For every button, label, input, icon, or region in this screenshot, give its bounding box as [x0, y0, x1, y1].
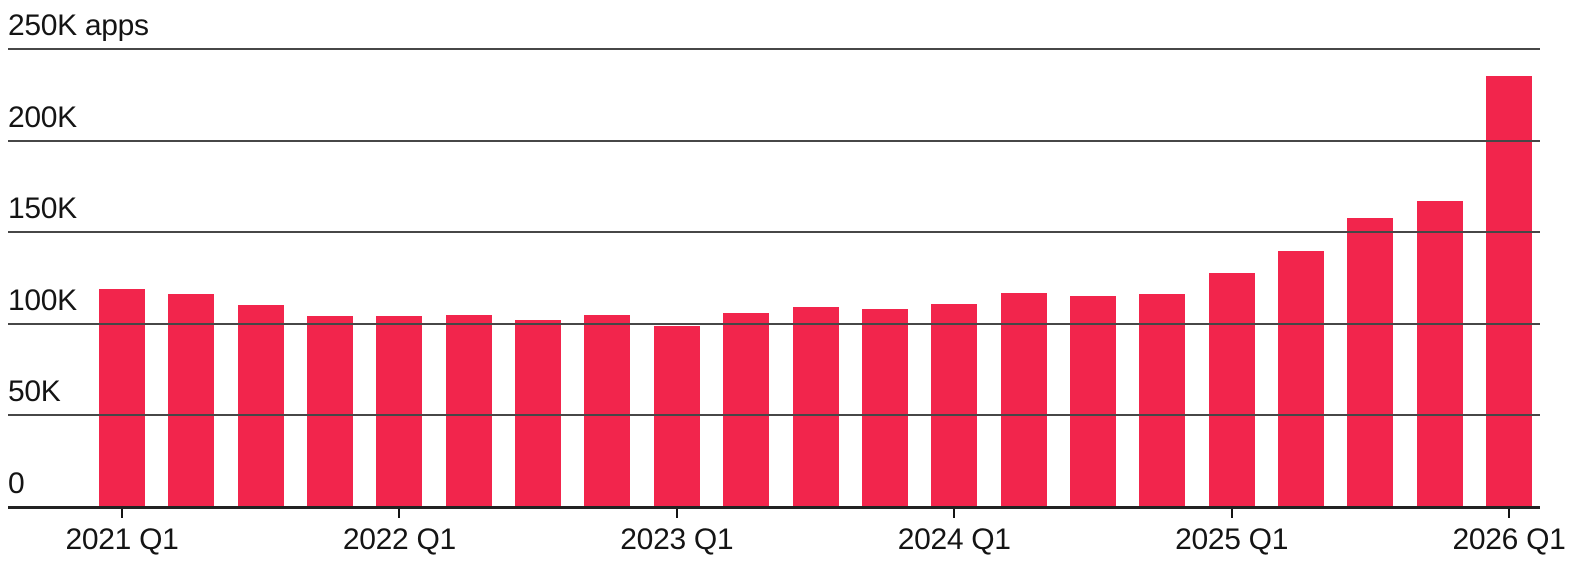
bar-2022-q3	[515, 320, 562, 507]
x-axis-label: 2025 Q1	[1175, 523, 1289, 556]
bar-2025-q3	[1347, 218, 1394, 507]
bar-2022-q4	[584, 315, 631, 507]
bar-2024-q2	[1000, 293, 1047, 507]
y-gridline	[8, 48, 1540, 50]
bar-2023-q4	[861, 309, 908, 507]
bar-2021-q3	[237, 305, 284, 507]
y-gridline	[8, 231, 1540, 234]
y-axis-label: 50K	[8, 375, 61, 409]
y-axis-label: 150K	[8, 192, 77, 226]
bar-2025-q1	[1208, 273, 1255, 507]
x-axis-line	[8, 506, 1540, 509]
bar-2024-q3	[1069, 296, 1116, 507]
y-axis-label: 100K	[8, 283, 77, 317]
bar-2026-q1	[1486, 76, 1532, 507]
bar-2024-q4	[1139, 294, 1186, 507]
bar-2022-q1	[376, 316, 423, 507]
bar-2021-q4	[307, 316, 354, 507]
x-axis-tick	[1230, 509, 1233, 518]
x-axis-label: 2022 Q1	[342, 523, 456, 556]
y-axis-label: 200K	[8, 100, 77, 134]
x-axis-tick	[953, 509, 956, 518]
y-gridline	[8, 139, 1540, 142]
bar-2023-q3	[792, 307, 839, 507]
bar-2023-q2	[723, 313, 770, 507]
x-axis-label: 2024 Q1	[897, 523, 1011, 556]
y-gridline	[8, 322, 1540, 325]
x-axis-tick	[675, 509, 678, 518]
bar-2025-q4	[1416, 201, 1463, 507]
bar-2025-q2	[1277, 251, 1324, 507]
bar-2021-q1	[99, 289, 145, 507]
bar-2023-q1	[653, 326, 700, 507]
y-axis-label: 250K apps	[8, 9, 149, 42]
x-axis-tick	[398, 509, 401, 518]
y-axis-label: 0	[8, 467, 25, 500]
x-axis-tick	[121, 509, 123, 518]
y-gridline	[8, 414, 1540, 417]
bar-2021-q2	[168, 294, 215, 507]
x-axis-label: 2021 Q1	[65, 523, 179, 556]
x-axis-label: 2026 Q1	[1452, 523, 1566, 556]
x-axis-label: 2023 Q1	[620, 523, 734, 556]
bar-2024-q1	[931, 304, 978, 507]
bar-2022-q2	[445, 315, 492, 507]
x-axis-tick	[1508, 509, 1510, 518]
